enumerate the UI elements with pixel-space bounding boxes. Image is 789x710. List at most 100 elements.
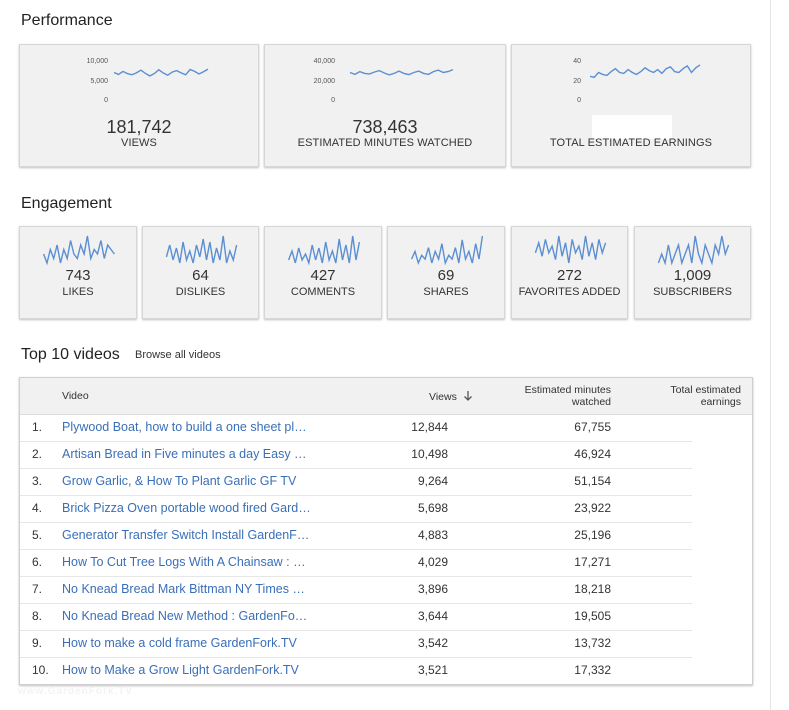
row-views: 3,644 [417, 609, 448, 623]
dislikes-card[interactable]: 64 DISLIKES [142, 226, 259, 319]
row-rank: 8. [32, 609, 43, 623]
video-title-link[interactable]: No Knead Bread Mark Bittman NY Times … [62, 582, 305, 596]
row-minutes: 17,332 [574, 663, 611, 677]
comments-sparkline [287, 235, 361, 266]
minutes-value: 738,463 [352, 117, 418, 137]
performance-heading: Performance [21, 12, 113, 29]
video-title-link[interactable]: No Knead Bread New Method : GardenFo… [62, 609, 308, 623]
row-rank: 6. [32, 555, 43, 569]
row-minutes: 17,271 [574, 555, 611, 569]
views-ytick-mid: 5,000 [90, 78, 108, 85]
engagement-heading: Engagement [21, 195, 112, 212]
table-row: 4. Brick Pizza Oven portable wood fired … [20, 495, 692, 523]
sparkline-series [113, 68, 209, 77]
table-row: 7. No Knead Bread Mark Bittman NY Times … [20, 576, 692, 604]
earnings-sparkline [589, 64, 701, 79]
sparkline-series [534, 235, 607, 264]
earnings-card[interactable]: 40 20 0 TOTAL ESTIMATED EARNINGS [511, 44, 751, 167]
row-views: 3,521 [417, 663, 448, 677]
column-header-video[interactable]: Video [62, 390, 89, 402]
top-videos-table: Video Views Estimated minutes watched To… [19, 377, 753, 685]
row-minutes: 46,924 [574, 447, 611, 461]
minutes-label: ESTIMATED MINUTES WATCHED [297, 137, 473, 149]
comments-card[interactable]: 427 COMMENTS [264, 226, 382, 319]
subscribers-card[interactable]: 1,009 SUBSCRIBERS [634, 226, 751, 319]
favorites-sparkline [534, 235, 607, 264]
top-videos-heading: Top 10 videos [21, 346, 120, 363]
minutes-watched-card[interactable]: 40,000 20,000 0 738,463 ESTIMATED MINUTE… [264, 44, 506, 167]
table-row: 10. How to Make a Grow Light GardenFork.… [20, 657, 692, 684]
sparkline-series [165, 235, 238, 264]
video-title-link[interactable]: How to make a cold frame GardenFork.TV [62, 636, 297, 650]
row-views: 10,498 [411, 447, 448, 461]
favorites-value: 272 [556, 267, 583, 284]
row-rank: 7. [32, 582, 43, 596]
row-rank: 2. [32, 447, 43, 461]
row-rank: 1. [32, 420, 43, 434]
comments-label: COMMENTS [290, 286, 356, 298]
table-row: 8. No Knead Bread New Method : GardenFo…… [20, 603, 692, 631]
row-minutes: 67,755 [574, 420, 611, 434]
column-header-earnings-line1: Total estimated [670, 384, 741, 396]
table-row: 1. Plywood Boat, how to build a one shee… [20, 414, 692, 442]
views-ytick-top: 10,000 [86, 58, 108, 65]
video-title-link[interactable]: How To Cut Tree Logs With A Chainsaw : … [62, 555, 306, 569]
earnings-ytick-zero: 0 [577, 97, 581, 104]
page-divider-line [770, 0, 771, 710]
sparkline-series [349, 68, 454, 76]
likes-card[interactable]: 743 LIKES [19, 226, 137, 319]
row-minutes: 18,218 [574, 582, 611, 596]
row-rank: 9. [32, 636, 43, 650]
column-header-earnings[interactable]: Total estimated earnings [640, 384, 741, 408]
shares-label: SHARES [423, 286, 469, 298]
column-header-views[interactable]: Views [429, 390, 473, 403]
column-header-minutes-line1: Estimated minutes [524, 384, 611, 396]
row-minutes: 51,154 [574, 474, 611, 488]
row-rank: 10. [32, 663, 49, 677]
dislikes-sparkline [165, 235, 238, 264]
table-row: 5. Generator Transfer Switch Install Gar… [20, 522, 692, 550]
favorites-label: FAVORITES ADDED [518, 286, 621, 298]
video-title-link[interactable]: Grow Garlic, & How To Plant Garlic GF TV [62, 474, 297, 488]
dislikes-label: DISLIKES [175, 286, 226, 298]
video-title-link[interactable]: How to Make a Grow Light GardenFork.TV [62, 663, 299, 677]
table-row: 9. How to make a cold frame GardenFork.T… [20, 630, 692, 658]
video-title-link[interactable]: Brick Pizza Oven portable wood fired Gar… [62, 501, 311, 515]
shares-card[interactable]: 69 SHARES [387, 226, 505, 319]
likes-label: LIKES [62, 286, 94, 298]
shares-value: 69 [437, 267, 455, 284]
table-header: Video Views Estimated minutes watched To… [20, 378, 752, 415]
minutes-sparkline [349, 68, 454, 76]
browse-all-videos-link[interactable]: Browse all videos [135, 349, 221, 361]
minutes-ytick-mid: 20,000 [313, 78, 335, 85]
table-row: 2. Artisan Bread in Five minutes a day E… [20, 441, 692, 469]
views-card[interactable]: 10,000 5,000 0 181,742 VIEWS [19, 44, 259, 167]
row-minutes: 19,505 [574, 609, 611, 623]
earnings-label: TOTAL ESTIMATED EARNINGS [549, 137, 713, 149]
video-title-link[interactable]: Artisan Bread in Five minutes a day Easy… [62, 447, 307, 461]
earnings-redacted-value [592, 115, 672, 139]
likes-sparkline [42, 235, 115, 266]
sparkline-series [287, 235, 361, 266]
video-title-link[interactable]: Plywood Boat, how to build a one sheet p… [62, 420, 307, 434]
favorites-card[interactable]: 272 FAVORITES ADDED [511, 226, 628, 319]
row-views: 3,542 [417, 636, 448, 650]
dislikes-value: 64 [192, 267, 209, 284]
row-views: 4,883 [417, 528, 448, 542]
row-minutes: 25,196 [574, 528, 611, 542]
earnings-ytick-top: 40 [573, 58, 581, 65]
row-views: 9,264 [417, 474, 448, 488]
row-rank: 5. [32, 528, 43, 542]
views-ytick-zero: 0 [104, 97, 108, 104]
sparkline-series [589, 64, 701, 79]
row-rank: 3. [32, 474, 43, 488]
earnings-ytick-mid: 20 [573, 78, 581, 85]
watermark-text: www.GardenFork.TV [18, 686, 133, 697]
column-header-minutes-line2: watched [571, 396, 611, 408]
video-title-link[interactable]: Generator Transfer Switch Install Garden… [62, 528, 310, 542]
minutes-ytick-zero: 0 [331, 97, 335, 104]
subscribers-value: 1,009 [673, 267, 712, 284]
row-views: 5,698 [417, 501, 448, 515]
sort-down-arrow-icon [463, 391, 472, 401]
column-header-minutes[interactable]: Estimated minutes watched [490, 384, 611, 408]
